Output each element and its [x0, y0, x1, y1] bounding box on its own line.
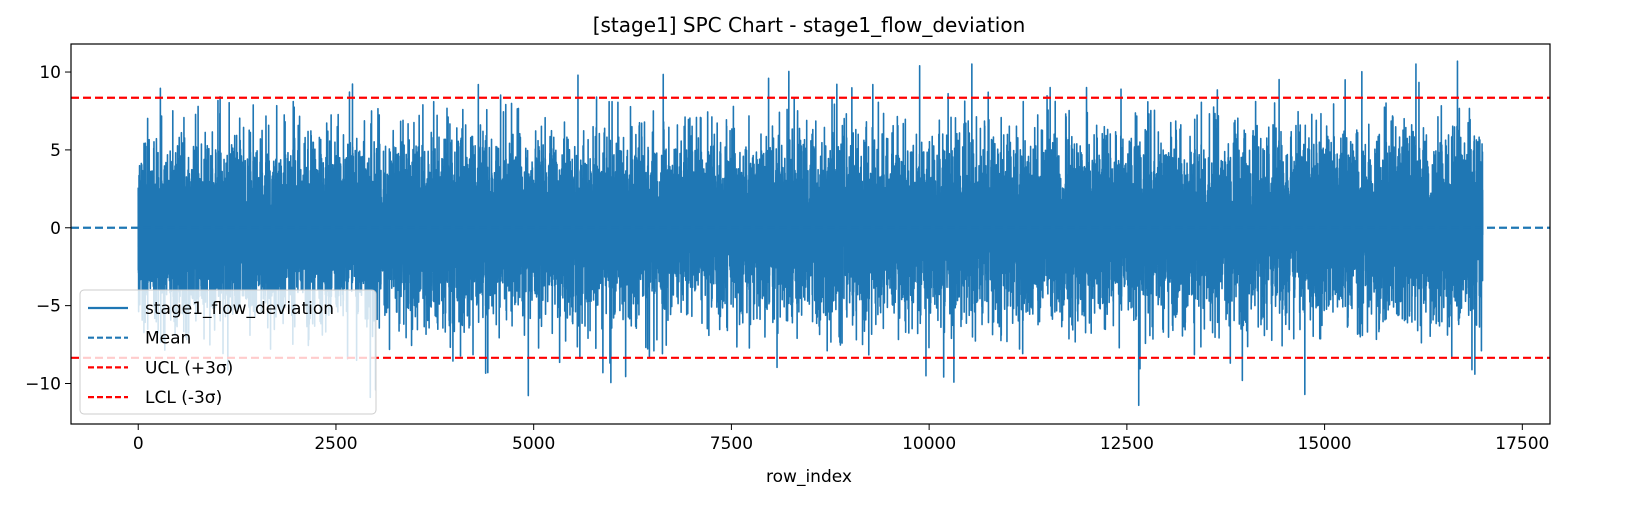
y-tick-label: −5 [36, 297, 61, 317]
plot-frame [70, 43, 1551, 425]
x-tick-label: 10000 [902, 434, 956, 454]
x-tick-label: 7500 [710, 434, 753, 454]
legend-label: Mean [145, 329, 191, 349]
x-ticks: 0 2500 5000 7500 10000 12500 15000 17500 [133, 424, 1549, 454]
legend-label: stage1_flow_deviation [145, 299, 334, 319]
y-tick-label: 5 [50, 141, 61, 161]
y-ticks: −10 −5 0 5 10 [25, 63, 71, 395]
legend-label: LCL (-3σ) [145, 388, 222, 408]
x-tick-label: 2500 [314, 434, 357, 454]
legend-box [79, 289, 377, 415]
series-layer [137, 60, 1484, 407]
x-axis-label: row_index [766, 467, 852, 487]
x-tick-label: 17500 [1495, 434, 1549, 454]
legend: stage1_flow_deviation Mean UCL (+3σ) LCL (-… [79, 289, 377, 415]
x-tick-label: 5000 [512, 434, 555, 454]
legend-label: UCL (+3σ) [145, 358, 233, 378]
y-tick-label: −10 [25, 375, 61, 395]
series-line [137, 60, 1484, 407]
chart-title: [stage1] SPC Chart - stage1_flow_deviati… [593, 13, 1026, 37]
x-tick-label: 12500 [1100, 434, 1154, 454]
x-tick-label: 15000 [1298, 434, 1352, 454]
x-tick-label: 0 [133, 434, 144, 454]
y-tick-label: 0 [50, 219, 61, 239]
y-tick-label: 10 [39, 63, 61, 83]
